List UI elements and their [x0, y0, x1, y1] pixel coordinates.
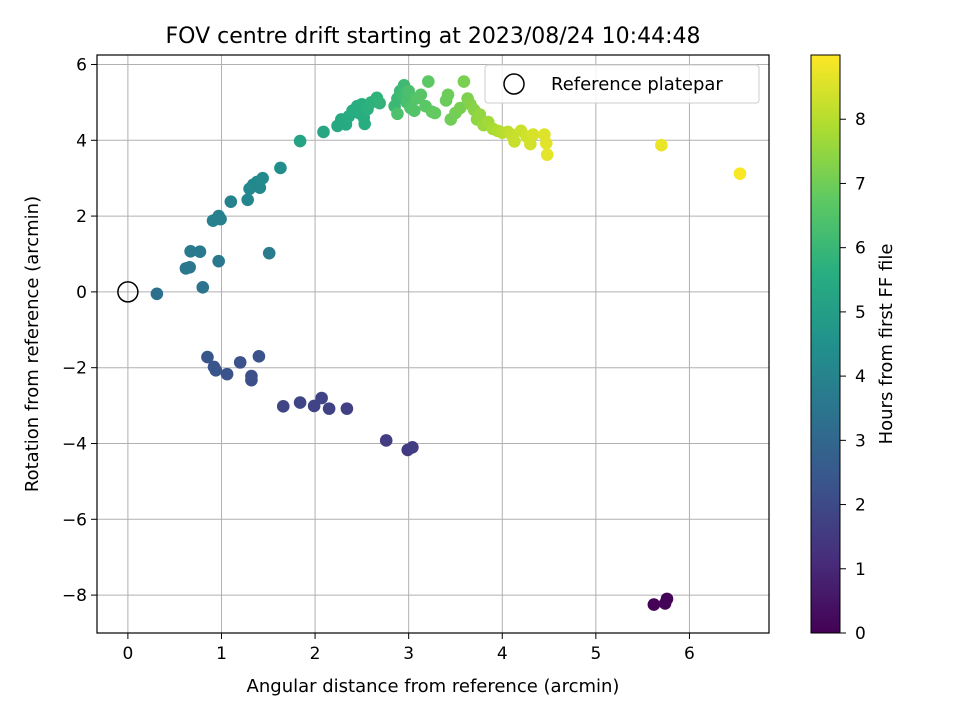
colorbar-tick-label: 5: [855, 303, 866, 323]
data-point: [224, 195, 238, 208]
data-point: [307, 399, 321, 413]
data-point: [293, 396, 307, 409]
y-tick-label: −8: [62, 586, 87, 606]
y-tick-label: 0: [76, 283, 87, 303]
data-point: [322, 402, 336, 415]
data-point: [241, 193, 254, 207]
x-tick-label: 6: [684, 644, 695, 664]
x-tick-label: 5: [590, 644, 601, 664]
data-point: [453, 101, 467, 115]
data-point: [457, 75, 471, 88]
x-tick-label: 0: [122, 644, 133, 664]
data-point: [391, 107, 404, 121]
chart-title: FOV centre drift starting at 2023/08/24 …: [166, 24, 701, 49]
data-point: [262, 246, 276, 260]
data-point: [508, 135, 521, 148]
data-point: [358, 117, 371, 131]
y-tick-label: −6: [62, 510, 87, 530]
data-point: [428, 106, 442, 120]
grid-lines: [97, 55, 769, 633]
data-point: [184, 245, 197, 258]
data-point: [183, 260, 196, 274]
data-point: [540, 148, 554, 161]
colorbar-tick-label: 2: [855, 496, 866, 516]
y-tick-label: 4: [76, 131, 87, 151]
y-tick-label: −4: [62, 434, 87, 454]
colorbar: 0 1 2 3 4 5 6 7 8 Hours from first FF file: [810, 54, 897, 644]
colorbar-tick-label: 6: [855, 239, 866, 259]
data-point: [407, 104, 421, 118]
x-axis-label: Angular distance from reference (arcmin): [247, 676, 620, 697]
data-points: [150, 75, 747, 611]
data-point: [660, 592, 674, 606]
data-point: [193, 245, 207, 259]
data-point: [253, 181, 267, 194]
y-tick-label: 2: [76, 207, 87, 227]
data-point: [233, 356, 247, 369]
data-point: [196, 281, 210, 294]
data-point: [733, 167, 747, 180]
x-tick-label: 1: [216, 644, 227, 664]
data-point: [406, 440, 419, 454]
data-point: [317, 125, 330, 139]
data-point: [207, 360, 221, 374]
legend: Reference platepar: [484, 64, 760, 104]
colorbar-tick-label: 8: [855, 110, 866, 130]
y-axis-ticks: −8 −6 −4 −2 0 2 4 6: [62, 55, 97, 606]
reference-platepar-marker: [117, 281, 139, 303]
data-point: [293, 134, 307, 148]
x-tick-label: 4: [497, 644, 508, 664]
legend-label: Reference platepar: [551, 74, 723, 95]
data-point: [220, 367, 234, 381]
data-point: [212, 209, 225, 223]
data-point: [256, 171, 269, 185]
colorbar-tick-label: 4: [855, 367, 866, 387]
data-point: [274, 161, 287, 175]
plot-area-frame: [96, 54, 770, 634]
data-point: [379, 434, 393, 447]
x-tick-label: 2: [310, 644, 321, 664]
data-point: [373, 96, 386, 110]
colorbar-label: Hours from first FF file: [876, 244, 897, 445]
data-point: [212, 254, 225, 268]
data-point: [422, 75, 435, 88]
legend-box: [484, 64, 760, 104]
data-point: [201, 350, 214, 364]
legend-marker-icon: [503, 73, 525, 95]
data-point: [524, 137, 537, 151]
x-axis-ticks: 0 1 2 3 4 5 6: [122, 633, 695, 664]
colorbar-tick-label: 1: [855, 560, 866, 580]
colorbar-tick-label: 7: [855, 174, 866, 194]
data-point: [526, 128, 540, 141]
data-point: [647, 598, 661, 611]
y-tick-label: −2: [62, 359, 87, 379]
data-point: [245, 369, 258, 383]
data-point: [414, 88, 428, 102]
data-point: [539, 137, 553, 150]
x-tick-label: 3: [403, 644, 414, 664]
data-point: [315, 391, 328, 405]
colorbar-gradient: [810, 54, 841, 634]
y-tick-label: 6: [76, 55, 87, 75]
colorbar-ticks: 0 1 2 3 4 5 6 7 8: [840, 110, 866, 644]
colorbar-tick-label: 0: [855, 624, 866, 644]
data-point: [655, 138, 668, 152]
data-point: [252, 350, 266, 363]
data-point: [276, 400, 290, 413]
data-point: [340, 402, 354, 415]
colorbar-tick-label: 3: [855, 431, 866, 451]
y-axis-label: Rotation from reference (arcmin): [22, 196, 43, 492]
data-point: [150, 287, 164, 301]
data-point: [473, 108, 487, 121]
data-point: [441, 88, 455, 102]
